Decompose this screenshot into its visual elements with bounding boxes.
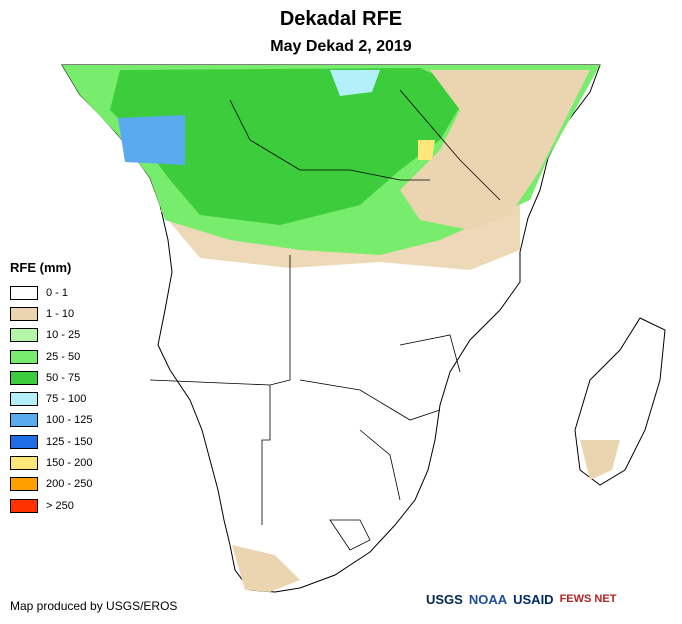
legend-item: 50 - 75 bbox=[10, 367, 92, 388]
legend-item: 125 - 150 bbox=[10, 431, 92, 452]
legend-item: 10 - 25 bbox=[10, 325, 92, 346]
rfe-150-200-spot bbox=[418, 140, 435, 160]
legend: 0 - 1 1 - 10 10 - 25 25 - 50 50 - 75 75 - 100… bbox=[10, 282, 92, 516]
legend-swatch bbox=[10, 498, 38, 513]
legend-item: 75 - 100 bbox=[10, 388, 92, 409]
legend-label: 25 - 50 bbox=[46, 350, 81, 363]
legend-item: 25 - 50 bbox=[10, 346, 92, 367]
usaid-logo: USAID bbox=[513, 591, 554, 607]
legend-item: 200 - 250 bbox=[10, 474, 92, 495]
legend-label: 75 - 100 bbox=[46, 393, 87, 406]
legend-item: 0 - 1 bbox=[10, 282, 92, 303]
legend-item: 1 - 10 bbox=[10, 303, 92, 324]
legend-swatch bbox=[10, 477, 38, 492]
map-subtitle: May Dekad 2, 2019 bbox=[270, 38, 412, 55]
rfe-10-25-east bbox=[400, 70, 590, 230]
credit-text: Map produced by USGS/EROS bbox=[10, 599, 178, 613]
legend-label: 100 - 125 bbox=[46, 414, 93, 427]
legend-label: 50 - 75 bbox=[46, 371, 81, 384]
madagascar-tan bbox=[580, 440, 620, 480]
usgs-logo: USGS bbox=[426, 591, 463, 607]
legend-swatch bbox=[10, 285, 38, 300]
legend-swatch bbox=[10, 456, 38, 471]
rfe-50-75-zone bbox=[110, 68, 470, 225]
rfe-1-10-south bbox=[232, 545, 300, 592]
legend-title: RFE (mm) bbox=[10, 260, 72, 275]
legend-swatch bbox=[10, 434, 38, 449]
legend-swatch bbox=[10, 349, 38, 364]
legend-swatch bbox=[10, 328, 38, 343]
legend-label: 125 - 150 bbox=[46, 435, 93, 448]
legend-swatch bbox=[10, 392, 38, 407]
legend-label: 200 - 250 bbox=[46, 478, 93, 491]
legend-swatch bbox=[10, 413, 38, 428]
rfe-75-100-zone bbox=[330, 70, 380, 96]
legend-item: 100 - 125 bbox=[10, 410, 92, 431]
legend-label: 10 - 25 bbox=[46, 329, 81, 342]
legend-label: > 250 bbox=[46, 499, 74, 512]
noaa-logo: NOAA bbox=[468, 591, 508, 607]
country-borders bbox=[149, 89, 501, 551]
map-title: Dekadal RFE bbox=[279, 8, 403, 30]
rfe-100-125-zone bbox=[118, 115, 185, 165]
fews-net-logo: FEWS NET bbox=[559, 593, 617, 605]
legend-label: 150 - 200 bbox=[46, 457, 93, 470]
agency-logos: USGS NOAA USAID FEWS NET bbox=[426, 584, 616, 614]
legend-label: 1 - 10 bbox=[46, 307, 75, 320]
legend-item: > 250 bbox=[10, 495, 92, 516]
legend-item: 150 - 200 bbox=[10, 452, 92, 473]
legend-label: 0 - 1 bbox=[46, 286, 69, 299]
legend-swatch bbox=[10, 370, 38, 385]
legend-swatch bbox=[10, 306, 38, 321]
